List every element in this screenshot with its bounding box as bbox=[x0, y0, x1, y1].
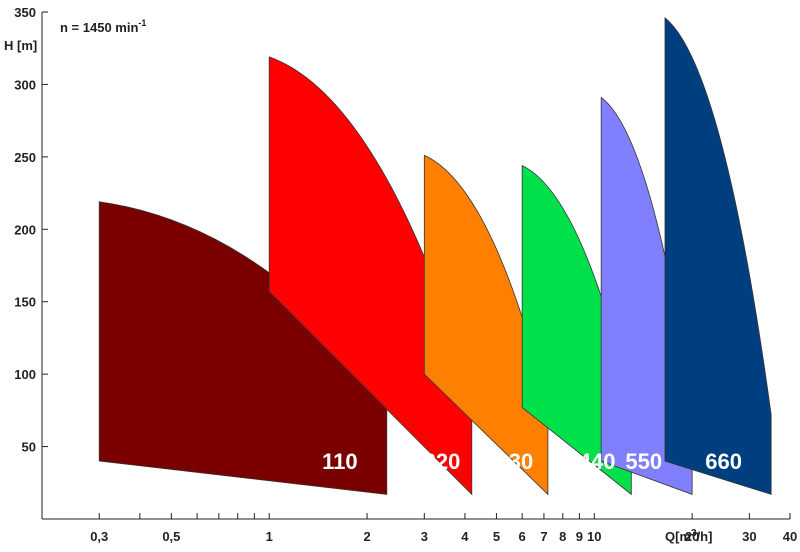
speed-annotation: n = 1450 min-1 bbox=[60, 18, 146, 35]
x-tick-label: 10 bbox=[587, 529, 601, 544]
series-label-330: 330 bbox=[497, 449, 534, 474]
x-tick-label: 20 bbox=[685, 529, 699, 544]
x-tick-label: 0,3 bbox=[90, 529, 108, 544]
x-tick-label: 0,5 bbox=[162, 529, 180, 544]
x-tick-label: 1 bbox=[266, 529, 273, 544]
x-tick-label: 7 bbox=[540, 529, 547, 544]
x-tick-label: 2 bbox=[363, 529, 370, 544]
x-axis-ticks: 0,3 0,5 1 2 3 4 5 6 7 8 9 10 20 30 40 bbox=[90, 513, 797, 544]
x-tick-label: 40 bbox=[783, 529, 797, 544]
series-label-110: 110 bbox=[322, 449, 358, 474]
x-axis-label: Q[m3/h] bbox=[665, 528, 712, 544]
y-tick-label: 300 bbox=[14, 77, 36, 92]
region-660 bbox=[664, 16, 772, 495]
performance-regions bbox=[98, 16, 772, 496]
series-labels: 110 220 330 440 550 660 bbox=[322, 449, 742, 474]
x-tick-label: 6 bbox=[519, 529, 526, 544]
y-tick-label: 50 bbox=[22, 440, 36, 455]
y-tick-label: 350 bbox=[14, 5, 36, 20]
x-tick-label: 30 bbox=[742, 529, 756, 544]
axes: 50 100 150 200 250 300 350 0,3 0,5 1 2 3 4 5 6 7 8 9 10 20… bbox=[14, 5, 797, 544]
x-tick-label: 4 bbox=[461, 529, 469, 544]
series-label-550: 550 bbox=[625, 449, 662, 474]
y-axis-label: H [m] bbox=[4, 38, 37, 53]
x-tick-label: 9 bbox=[576, 529, 583, 544]
y-axis-ticks: 50 100 150 200 250 300 350 bbox=[14, 5, 48, 455]
series-label-220: 220 bbox=[424, 449, 461, 474]
y-tick-label: 200 bbox=[14, 222, 36, 237]
series-label-660: 660 bbox=[705, 449, 742, 474]
y-tick-label: 150 bbox=[14, 295, 36, 310]
y-tick-label: 100 bbox=[14, 367, 36, 382]
x-tick-label: 5 bbox=[493, 529, 500, 544]
series-label-440: 440 bbox=[579, 449, 616, 474]
y-tick-label: 250 bbox=[14, 150, 36, 165]
x-tick-label: 8 bbox=[559, 529, 566, 544]
x-tick-label: 3 bbox=[421, 529, 428, 544]
